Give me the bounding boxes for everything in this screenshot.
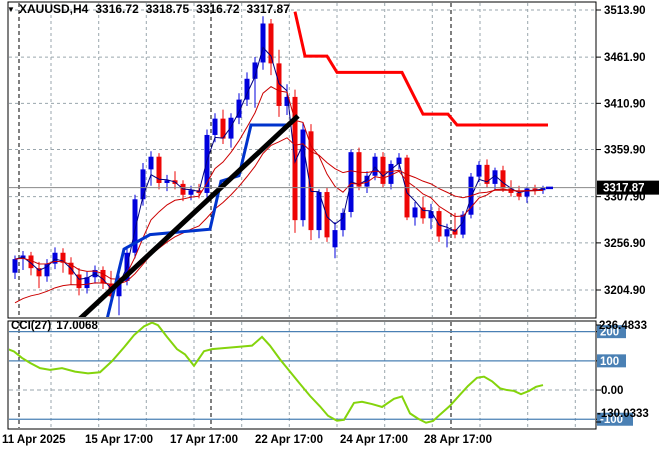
cci-level-label: 200 bbox=[600, 327, 619, 339]
cci-level-box bbox=[597, 325, 626, 339]
open-value: 3316.72 bbox=[95, 2, 139, 16]
price-tick-label: 3256.90 bbox=[604, 238, 646, 250]
low-value: 3316.72 bbox=[196, 2, 240, 16]
time-tick-label: 15 Apr 17:00 bbox=[85, 434, 153, 446]
last-close-tick bbox=[546, 186, 553, 190]
price-tick-label: 3513.90 bbox=[604, 5, 646, 17]
cci-value: 17.0068 bbox=[56, 320, 98, 332]
main-window-frame bbox=[7, 1, 597, 319]
cci-max-label: 236.4833 bbox=[599, 320, 647, 332]
price-tick-label: 3204.90 bbox=[604, 285, 646, 297]
cci-level-label: -100 bbox=[600, 414, 623, 426]
price-tick-label: 3307.90 bbox=[604, 192, 646, 204]
trailing-stop-up-line bbox=[106, 123, 290, 317]
chart-title: XAUUSD,H4 3316.72 3318.75 3316.72 3317.87 bbox=[19, 2, 297, 16]
cci-min-label: -130.0333 bbox=[597, 408, 649, 420]
trendline bbox=[78, 114, 300, 317]
cci-line bbox=[9, 322, 544, 424]
cci-level-lines bbox=[9, 331, 595, 420]
price-axis[interactable]: 3513.90 3461.90 3410.90 3359.90 3307.90 3256.… bbox=[596, 5, 659, 426]
time-tick-label: 24 Apr 17:00 bbox=[340, 434, 408, 446]
symbol-period-label: XAUUSD,H4 bbox=[19, 2, 89, 16]
time-tick-label: 17 Apr 17:00 bbox=[170, 434, 238, 446]
medium-ma bbox=[14, 86, 544, 280]
cci-name: CCI(27) bbox=[11, 320, 52, 332]
high-value: 3318.75 bbox=[145, 2, 190, 16]
fast-ma bbox=[14, 46, 544, 290]
candlesticks bbox=[12, 11, 548, 317]
slow-ma bbox=[14, 137, 544, 304]
current-price-label: 3317.87 bbox=[603, 183, 645, 195]
close-value: 3317.87 bbox=[246, 2, 290, 16]
cci-level-box bbox=[597, 354, 626, 368]
current-price-label-box bbox=[597, 180, 659, 195]
cci-level-box bbox=[597, 412, 633, 426]
price-tick-label: 3461.90 bbox=[604, 52, 646, 64]
cci-indicator-label: CCI(27) 17.0068 bbox=[11, 320, 103, 332]
time-tick-label: 11 Apr 2025 bbox=[2, 434, 66, 446]
cci-level-label: 100 bbox=[600, 356, 619, 368]
cci-zero-label: 0.00 bbox=[601, 385, 623, 397]
indicator-window-frame bbox=[7, 320, 597, 430]
time-tick-label: 28 Apr 17:00 bbox=[424, 434, 492, 446]
period-separators bbox=[18, 3, 452, 428]
trailing-stop-down-line bbox=[293, 11, 548, 127]
gridlines bbox=[9, 3, 595, 428]
price-tick-label: 3359.90 bbox=[604, 145, 646, 157]
time-tick-label: 22 Apr 17:00 bbox=[255, 434, 323, 446]
time-axis[interactable]: 11 Apr 2025 15 Apr 17:00 17 Apr 17:00 22 Ap… bbox=[2, 434, 492, 446]
chart-menu-arrow-icon[interactable]: ▼ bbox=[7, 5, 15, 14]
price-tick-label: 3410.90 bbox=[604, 98, 646, 110]
